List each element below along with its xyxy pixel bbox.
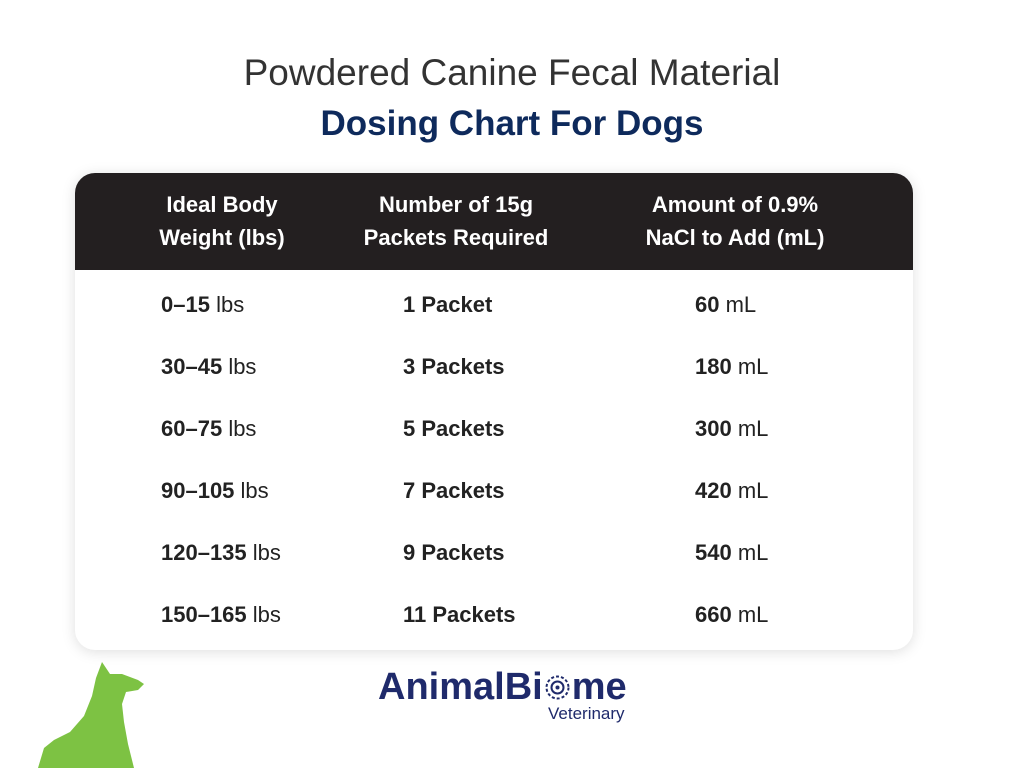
logo: AnimalBi me bbox=[378, 666, 627, 709]
cell-value: 60 bbox=[695, 292, 720, 317]
cell-unit: mL bbox=[737, 540, 769, 565]
cell-unit: lbs bbox=[252, 540, 281, 565]
cell-unit: mL bbox=[737, 602, 769, 627]
title: Powdered Canine Fecal Material bbox=[243, 52, 781, 93]
header-line: NaCl to Add (mL) bbox=[645, 225, 825, 250]
cell-unit: lbs bbox=[252, 602, 281, 627]
logo-tagline: Veterinary bbox=[548, 704, 625, 723]
dosing-table: Ideal Body Weight (lbs) Number of 15g Packe… bbox=[75, 173, 913, 650]
cell-unit: lbs bbox=[228, 354, 257, 379]
column-header: Ideal Body Weight (lbs) bbox=[92, 188, 352, 254]
logo-icon bbox=[545, 675, 570, 700]
column-header: Number of 15g Packets Required bbox=[326, 188, 586, 254]
cell-value: 7 Packets bbox=[403, 478, 505, 503]
table-cell: 9 Packets bbox=[403, 538, 505, 568]
cell-value: 180 bbox=[695, 354, 732, 379]
cell-unit: mL bbox=[725, 292, 757, 317]
table-cell: 60 mL bbox=[695, 290, 756, 320]
cell-value: 150–165 bbox=[161, 602, 247, 627]
table-cell: 3 Packets bbox=[403, 352, 505, 382]
cell-unit: mL bbox=[737, 354, 769, 379]
cell-unit: lbs bbox=[240, 478, 269, 503]
subtitle: Dosing Chart For Dogs bbox=[320, 104, 704, 143]
table-cell: 7 Packets bbox=[403, 476, 505, 506]
table-cell: 0–15 lbs bbox=[161, 290, 244, 320]
cell-value: 90–105 bbox=[161, 478, 235, 503]
cell-value: 120–135 bbox=[161, 540, 247, 565]
table-cell: 60–75 lbs bbox=[161, 414, 256, 444]
cell-value: 9 Packets bbox=[403, 540, 505, 565]
cell-unit: lbs bbox=[216, 292, 245, 317]
cell-value: 300 bbox=[695, 416, 732, 441]
cell-value: 3 Packets bbox=[403, 354, 505, 379]
header-line: Amount of 0.9% bbox=[651, 192, 819, 217]
cell-value: 0–15 bbox=[161, 292, 210, 317]
table-cell: 420 mL bbox=[695, 476, 768, 506]
cell-value: 11 Packets bbox=[403, 602, 516, 627]
table-cell: 1 Packet bbox=[403, 290, 492, 320]
cell-value: 1 Packet bbox=[403, 292, 493, 317]
cell-value: 5 Packets bbox=[403, 416, 505, 441]
dog-silhouette bbox=[38, 662, 144, 768]
table-cell: 30–45 lbs bbox=[161, 352, 256, 382]
logo-text: AnimalBi bbox=[378, 666, 543, 708]
table-cell: 120–135 lbs bbox=[161, 538, 281, 568]
cell-value: 660 bbox=[695, 602, 732, 627]
table-cell: 90–105 lbs bbox=[161, 476, 269, 506]
cell-value: 420 bbox=[695, 478, 732, 503]
table-cell: 150–165 lbs bbox=[161, 600, 281, 630]
column-header: Amount of 0.9% NaCl to Add (mL) bbox=[605, 188, 865, 254]
header-line: Number of 15g bbox=[378, 192, 534, 217]
table-cell: 540 mL bbox=[695, 538, 768, 568]
cell-value: 30–45 bbox=[161, 354, 223, 379]
table-cell: 660 mL bbox=[695, 600, 768, 630]
table-cell: 11 Packets bbox=[403, 600, 516, 630]
header-line: Ideal Body bbox=[166, 192, 278, 217]
table-header: Ideal Body Weight (lbs) Number of 15g Packe… bbox=[75, 173, 913, 270]
table-cell: 5 Packets bbox=[403, 414, 505, 444]
header-line: Packets Required bbox=[363, 225, 549, 250]
cell-value: 540 bbox=[695, 540, 732, 565]
table-cell: 180 mL bbox=[695, 352, 768, 382]
cell-unit: mL bbox=[737, 478, 769, 503]
table-cell: 300 mL bbox=[695, 414, 768, 444]
cell-unit: lbs bbox=[228, 416, 257, 441]
logo-text: me bbox=[571, 666, 627, 708]
cell-unit: mL bbox=[737, 416, 769, 441]
cell-value: 60–75 bbox=[161, 416, 223, 441]
header-line: Weight (lbs) bbox=[159, 225, 285, 250]
